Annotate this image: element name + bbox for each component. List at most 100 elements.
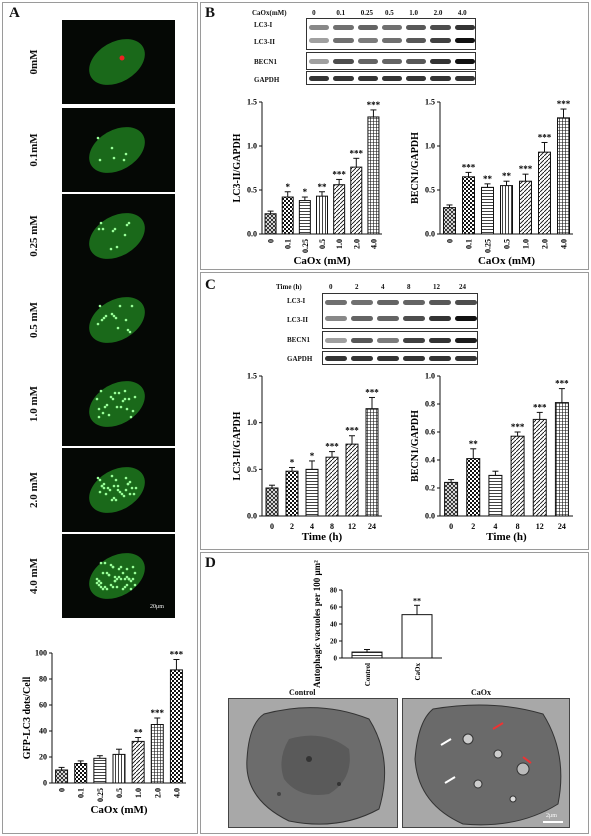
x-tick-label: 0 <box>270 522 274 531</box>
x-tick-label: 1.0 <box>522 239 531 249</box>
x-tick-label: 4 <box>493 522 497 531</box>
micrograph-label-3: 0.5 mM <box>28 301 40 339</box>
blot-b-lc3-strip <box>306 18 476 50</box>
x-tick-label: 0.1 <box>465 239 474 249</box>
band <box>333 76 354 81</box>
x-tick-label: 0.5 <box>318 239 327 249</box>
bar <box>557 117 570 235</box>
x-tick-label: 0.5 <box>115 788 124 798</box>
em-scale-bar: 2μm <box>546 813 557 819</box>
y-tick-label: 0.2 <box>425 484 435 493</box>
band <box>333 59 354 64</box>
y-tick-label: 0.0 <box>425 512 435 521</box>
band <box>325 316 347 321</box>
band <box>325 300 347 305</box>
significance-label: * <box>303 187 308 197</box>
bar <box>367 116 380 235</box>
blot-c-times-2: 4 <box>381 283 385 291</box>
band <box>381 59 403 64</box>
micrograph-1 <box>62 108 175 192</box>
y-tick-label: 0.8 <box>425 400 435 409</box>
micrograph-label-4: 1.0 mM <box>28 385 40 423</box>
micrograph-label-1: 0.1mM <box>28 133 40 167</box>
y-tick-label: 80 <box>330 587 338 595</box>
y-tick-label: 1.5 <box>247 98 257 107</box>
x-axis-label: CaOx (mM) <box>478 255 535 267</box>
significance-label: *** <box>557 99 571 109</box>
bar <box>93 757 107 784</box>
bar <box>265 487 279 517</box>
y-tick-label: 40 <box>330 621 338 629</box>
significance-label: *** <box>462 162 476 172</box>
x-tick-label: 24 <box>558 522 566 531</box>
band <box>406 38 427 43</box>
x-tick-label: 24 <box>368 522 376 531</box>
x-tick-label: 2.0 <box>153 788 162 798</box>
band <box>403 356 425 361</box>
blot-c-row-becn1: BECN1 <box>287 336 310 344</box>
bar <box>481 186 494 235</box>
bar <box>112 753 126 784</box>
bar <box>281 196 294 235</box>
significance-label: ** <box>469 439 479 449</box>
band <box>357 38 378 43</box>
blot-c-gapdh-strip <box>322 351 478 365</box>
band <box>455 316 477 321</box>
y-tick-label: 1.0 <box>247 418 257 427</box>
bar <box>325 456 339 517</box>
x-tick-label: 12 <box>536 522 544 531</box>
y-tick-label: 0.5 <box>425 186 435 195</box>
band <box>381 38 403 43</box>
significance-label: *** <box>170 650 184 660</box>
x-tick-label: 2.0 <box>541 239 550 249</box>
blot-c-row-gapdh: GAPDH <box>287 355 313 363</box>
band <box>430 59 451 64</box>
blot-c-times-0: 0 <box>329 283 333 291</box>
bar <box>345 443 359 517</box>
x-tick-label: 0.25 <box>96 788 105 802</box>
significance-label: *** <box>325 442 339 452</box>
bar <box>488 474 503 517</box>
significance-label: * <box>310 451 315 461</box>
band <box>377 300 399 305</box>
significance-label: *** <box>555 379 569 389</box>
band <box>429 316 451 321</box>
band <box>325 356 347 361</box>
bar <box>74 763 88 784</box>
significance-label: ** <box>483 174 493 184</box>
band <box>430 25 451 30</box>
band <box>325 338 347 343</box>
y-tick-label: 60 <box>39 701 47 710</box>
y-tick-label: 100 <box>35 649 47 658</box>
chart-B-lc3: 0.0 0.5 1.0 1.5 0 * 0.1 * 0.25 ** 0.5 *** 1.0 *** 2.0 *… <box>232 98 382 267</box>
y-axis-label: Autophagic vacuoles per 100 μm² <box>312 560 322 688</box>
bar <box>510 435 525 517</box>
blot-c-times-1: 2 <box>355 283 359 291</box>
micrograph-label-0: 0mM <box>28 49 40 75</box>
bar <box>150 724 164 784</box>
panel-c-label: C <box>205 277 216 293</box>
bar <box>444 481 459 517</box>
band <box>351 338 373 343</box>
bar <box>365 408 379 517</box>
x-tick-label: 0 <box>267 239 276 243</box>
x-tick-label: 2 <box>471 522 475 531</box>
x-axis-label: CaOx (mM) <box>90 804 147 816</box>
band <box>309 25 330 30</box>
x-tick-label: 1.0 <box>134 788 143 798</box>
blot-b-conc-3: 0.5 <box>385 9 394 17</box>
band <box>377 316 399 321</box>
micrograph-label-5: 2.0 mM <box>28 471 40 509</box>
blot-c-header: Time (h) <box>276 283 302 291</box>
band <box>351 316 373 321</box>
significance-label: * <box>285 182 290 192</box>
y-tick-label: 0 <box>334 655 338 663</box>
x-tick-label: 0.25 <box>484 239 493 253</box>
significance-label: ** <box>318 182 328 192</box>
bar <box>55 769 69 784</box>
y-tick-label: 20 <box>330 638 338 646</box>
y-tick-label: 0 <box>43 779 47 788</box>
micrograph-scale-bar: 20μm <box>150 604 164 610</box>
blot-b-conc-1: 0.1 <box>336 9 346 17</box>
significance-label: *** <box>519 164 533 174</box>
